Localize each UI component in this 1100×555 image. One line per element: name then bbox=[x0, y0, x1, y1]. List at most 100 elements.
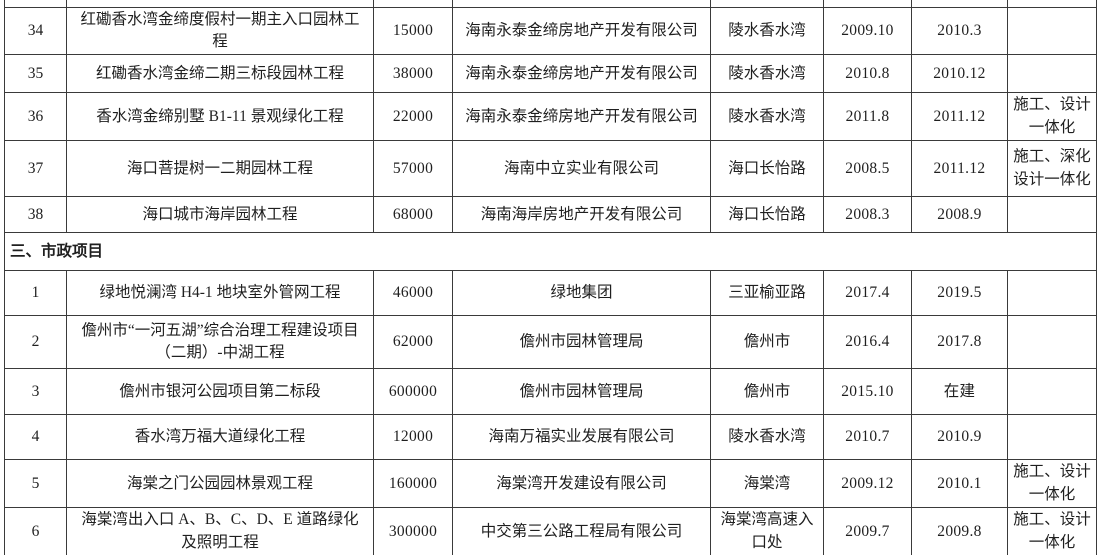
cropped-cell bbox=[911, 0, 1008, 8]
cropped-cell bbox=[66, 0, 374, 8]
cell-start: 2008.5 bbox=[823, 140, 912, 198]
table-row: 5 海棠之门公园园林景观工程 160000 海棠湾开发建设有限公司 海棠湾 2009.12… bbox=[4, 459, 1097, 509]
cell-location: 陵水香水湾 bbox=[710, 414, 824, 461]
projects-table: 34 红磡香水湾金缔度假村一期主入口园林工程 15000 海南永泰金缔房地产开发有限公… bbox=[4, 0, 1097, 555]
cell-value: 22000 bbox=[373, 92, 453, 142]
cell-location: 海棠湾高速入口处 bbox=[710, 507, 824, 555]
cell-start: 2009.10 bbox=[823, 6, 912, 56]
cell-end: 在建 bbox=[911, 368, 1008, 416]
cell-end: 2011.12 bbox=[911, 92, 1008, 142]
cell-location: 儋州市 bbox=[710, 315, 824, 370]
cell-location: 陵水香水湾 bbox=[710, 6, 824, 56]
cell-name: 海口菩提树一二期园林工程 bbox=[66, 140, 374, 198]
cell-name: 香水湾金缔别墅 B1-11 景观绿化工程 bbox=[66, 92, 374, 142]
section-header-row: 三、市政项目 bbox=[4, 232, 1097, 272]
cell-value: 38000 bbox=[373, 54, 453, 94]
cell-value: 68000 bbox=[373, 196, 453, 234]
table-row: 37 海口菩提树一二期园林工程 57000 海南中立实业有限公司 海口长怡路 2008.5… bbox=[4, 140, 1097, 198]
cell-start: 2011.8 bbox=[823, 92, 912, 142]
cell-company: 海南永泰金缔房地产开发有限公司 bbox=[452, 92, 711, 142]
cell-name: 儋州市银河公园项目第二标段 bbox=[66, 368, 374, 416]
cell-company: 海棠湾开发建设有限公司 bbox=[452, 459, 711, 509]
table-row: 6 海棠湾出入口 A、B、C、D、E 道路绿化及照明工程 300000 中交第三公路工… bbox=[4, 507, 1097, 555]
cell-end: 2011.12 bbox=[911, 140, 1008, 198]
cell-value: 12000 bbox=[373, 414, 453, 461]
table-row: 38 海口城市海岸园林工程 68000 海南海岸房地产开发有限公司 海口长怡路 2008.… bbox=[4, 196, 1097, 234]
cell-value: 160000 bbox=[373, 459, 453, 509]
cell-location: 三亚榆亚路 bbox=[710, 270, 824, 317]
cell-note bbox=[1007, 6, 1097, 56]
cell-value: 300000 bbox=[373, 507, 453, 555]
cell-company: 海南永泰金缔房地产开发有限公司 bbox=[452, 54, 711, 94]
table-row: 4 香水湾万福大道绿化工程 12000 海南万福实业发展有限公司 陵水香水湾 2010.7… bbox=[4, 414, 1097, 461]
table-row: 35 红磡香水湾金缔二期三标段园林工程 38000 海南永泰金缔房地产开发有限公司 陵水… bbox=[4, 54, 1097, 94]
cell-end: 2019.5 bbox=[911, 270, 1008, 317]
cell-location: 儋州市 bbox=[710, 368, 824, 416]
cell-name: 红磡香水湾金缔度假村一期主入口园林工程 bbox=[66, 6, 374, 56]
cropped-row-top bbox=[4, 0, 1097, 8]
cell-start: 2010.7 bbox=[823, 414, 912, 461]
cell-value: 57000 bbox=[373, 140, 453, 198]
cropped-cell bbox=[373, 0, 453, 8]
cropped-cell bbox=[710, 0, 824, 8]
cell-note: 施工、设计一体化 bbox=[1007, 92, 1097, 142]
cell-num: 3 bbox=[4, 368, 67, 416]
cell-end: 2010.9 bbox=[911, 414, 1008, 461]
cell-end: 2009.8 bbox=[911, 507, 1008, 555]
table-row: 2 儋州市“一河五湖”综合治理工程建设项目（二期）-中湖工程 62000 儋州市园林管… bbox=[4, 315, 1097, 370]
cell-note bbox=[1007, 368, 1097, 416]
cell-start: 2017.4 bbox=[823, 270, 912, 317]
cell-value: 46000 bbox=[373, 270, 453, 317]
cell-start: 2009.12 bbox=[823, 459, 912, 509]
table-row: 34 红磡香水湾金缔度假村一期主入口园林工程 15000 海南永泰金缔房地产开发有限公… bbox=[4, 6, 1097, 56]
table-row: 1 绿地悦澜湾 H4-1 地块室外管网工程 46000 绿地集团 三亚榆亚路 2017.4… bbox=[4, 270, 1097, 317]
cell-name: 海棠之门公园园林景观工程 bbox=[66, 459, 374, 509]
cropped-cell bbox=[823, 0, 912, 8]
cell-num: 6 bbox=[4, 507, 67, 555]
table-row: 3 儋州市银河公园项目第二标段 600000 儋州市园林管理局 儋州市 2015.10 在建 bbox=[4, 368, 1097, 416]
cell-num: 2 bbox=[4, 315, 67, 370]
cropped-cell bbox=[4, 0, 67, 8]
cell-location: 陵水香水湾 bbox=[710, 54, 824, 94]
cropped-cell bbox=[1007, 0, 1097, 8]
cell-start: 2008.3 bbox=[823, 196, 912, 234]
cell-name: 儋州市“一河五湖”综合治理工程建设项目（二期）-中湖工程 bbox=[66, 315, 374, 370]
cell-end: 2010.1 bbox=[911, 459, 1008, 509]
cell-value: 62000 bbox=[373, 315, 453, 370]
cell-num: 4 bbox=[4, 414, 67, 461]
cell-note bbox=[1007, 315, 1097, 370]
cell-company: 绿地集团 bbox=[452, 270, 711, 317]
cell-company: 海南永泰金缔房地产开发有限公司 bbox=[452, 6, 711, 56]
cell-location: 海口长怡路 bbox=[710, 196, 824, 234]
cell-start: 2015.10 bbox=[823, 368, 912, 416]
cell-start: 2016.4 bbox=[823, 315, 912, 370]
cell-num: 36 bbox=[4, 92, 67, 142]
cell-location: 海口长怡路 bbox=[710, 140, 824, 198]
cell-location: 陵水香水湾 bbox=[710, 92, 824, 142]
cell-num: 38 bbox=[4, 196, 67, 234]
cell-name: 香水湾万福大道绿化工程 bbox=[66, 414, 374, 461]
cell-note: 施工、深化设计一体化 bbox=[1007, 140, 1097, 198]
cell-start: 2009.7 bbox=[823, 507, 912, 555]
cell-num: 5 bbox=[4, 459, 67, 509]
cell-value: 600000 bbox=[373, 368, 453, 416]
cell-num: 37 bbox=[4, 140, 67, 198]
cell-start: 2010.8 bbox=[823, 54, 912, 94]
cell-note bbox=[1007, 414, 1097, 461]
cropped-cell bbox=[452, 0, 711, 8]
cell-name: 绿地悦澜湾 H4-1 地块室外管网工程 bbox=[66, 270, 374, 317]
cell-company: 中交第三公路工程局有限公司 bbox=[452, 507, 711, 555]
cell-location: 海棠湾 bbox=[710, 459, 824, 509]
cell-note bbox=[1007, 54, 1097, 94]
cell-company: 儋州市园林管理局 bbox=[452, 315, 711, 370]
cell-note bbox=[1007, 196, 1097, 234]
cell-num: 1 bbox=[4, 270, 67, 317]
cell-value: 15000 bbox=[373, 6, 453, 56]
cell-company: 海南中立实业有限公司 bbox=[452, 140, 711, 198]
cell-end: 2010.12 bbox=[911, 54, 1008, 94]
cell-company: 海南万福实业发展有限公司 bbox=[452, 414, 711, 461]
cell-end: 2008.9 bbox=[911, 196, 1008, 234]
cell-company: 儋州市园林管理局 bbox=[452, 368, 711, 416]
cell-end: 2017.8 bbox=[911, 315, 1008, 370]
